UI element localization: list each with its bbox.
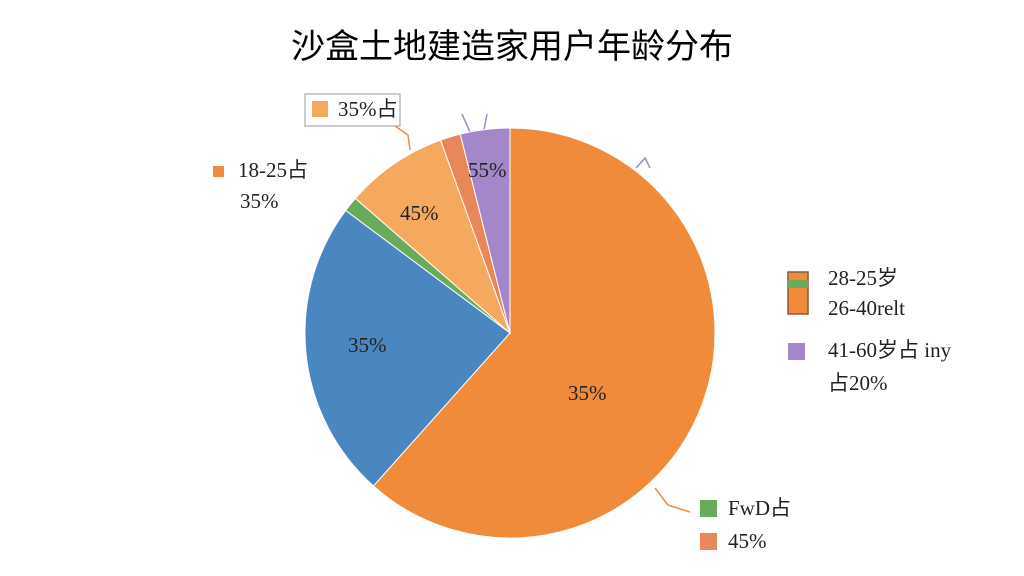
annotation: 26-40relt bbox=[828, 296, 905, 320]
annotation: FwD占 bbox=[728, 496, 791, 520]
decor bbox=[213, 93, 809, 550]
annotation: 41-60岁占 iny bbox=[828, 338, 952, 362]
annotation: 28-25岁 bbox=[828, 266, 898, 290]
pie-slice bbox=[354, 139, 512, 335]
annotation: 35% bbox=[348, 333, 387, 357]
annotation: 55% bbox=[468, 158, 507, 182]
chart-title: 沙盒土地建造家用户年龄分布 bbox=[291, 27, 733, 67]
pie-slice bbox=[459, 127, 511, 334]
annotation: 35% bbox=[240, 189, 279, 213]
annotation: 占20% bbox=[828, 371, 888, 395]
annotation: 45% bbox=[728, 529, 767, 553]
annotation: 18-25占 bbox=[238, 158, 308, 182]
annotation: 45% bbox=[400, 201, 439, 225]
pie-slice bbox=[372, 127, 716, 539]
annotation: 35% bbox=[568, 381, 607, 405]
pie-slice bbox=[304, 209, 511, 487]
annotation: 35%占 bbox=[338, 97, 398, 121]
